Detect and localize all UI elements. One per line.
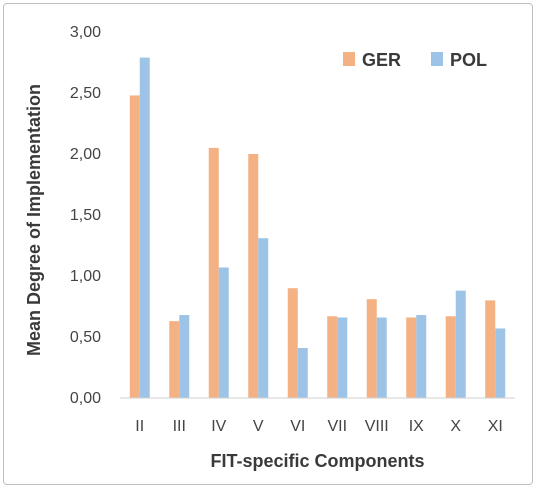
x-tick-label: IX xyxy=(409,418,424,435)
x-tick-label: X xyxy=(450,418,461,435)
bar-ger-x xyxy=(445,316,456,398)
bar-pol-iv xyxy=(218,267,229,398)
y-tick-label: 1,50 xyxy=(70,207,101,224)
bar-ger-ix xyxy=(406,317,417,398)
y-tick-label: 0,50 xyxy=(70,329,101,346)
bar-pol-vi xyxy=(297,347,308,398)
y-tick-label: 1,00 xyxy=(70,268,101,285)
bar-ger-ii xyxy=(129,95,140,398)
x-tick-label: III xyxy=(173,418,186,435)
legend-label-ger: GER xyxy=(362,50,401,70)
y-tick-label: 3,00 xyxy=(70,24,101,41)
bar-pol-v xyxy=(258,238,269,398)
bar-pol-x xyxy=(455,290,466,398)
x-tick-label: VIII xyxy=(365,418,389,435)
bar-ger-iv xyxy=(208,147,219,398)
bar-ger-vi xyxy=(287,288,298,398)
x-axis-ticks: II III IV V VI VII VIII IX X XI xyxy=(135,418,503,435)
y-tick-label: 0,00 xyxy=(70,390,101,407)
bar-pol-ix xyxy=(416,315,427,398)
x-tick-label: IV xyxy=(211,418,226,435)
bar-pol-viii xyxy=(376,317,387,398)
bar-pol-iii xyxy=(179,315,190,398)
bar-ger-v xyxy=(248,154,259,398)
bar-ger-iii xyxy=(169,321,180,398)
x-tick-label: VII xyxy=(327,418,347,435)
bar-ger-vii xyxy=(327,316,338,398)
y-axis-title: Mean Degree of Implementation xyxy=(24,84,44,356)
y-tick-label: 2,00 xyxy=(70,146,101,163)
y-tick-label: 2,50 xyxy=(70,85,101,102)
bar-ger-xi xyxy=(485,300,496,398)
legend-label-pol: POL xyxy=(450,50,487,70)
x-tick-label: XI xyxy=(488,418,503,435)
bar-pol-ii xyxy=(139,57,150,399)
x-tick-label: V xyxy=(253,418,264,435)
bars xyxy=(129,57,506,399)
legend: GER POL xyxy=(343,50,487,70)
bar-pol-vii xyxy=(337,317,348,398)
legend-swatch-ger xyxy=(343,52,355,66)
y-axis-ticks: 0,00 0,50 1,00 1,50 2,00 2,50 3,00 xyxy=(70,24,101,407)
x-tick-label: VI xyxy=(290,418,305,435)
x-axis-title: FIT-specific Components xyxy=(210,451,424,471)
bar-ger-viii xyxy=(366,299,377,398)
legend-swatch-pol xyxy=(431,52,443,66)
x-tick-label: II xyxy=(135,418,144,435)
bar-pol-xi xyxy=(495,328,506,398)
